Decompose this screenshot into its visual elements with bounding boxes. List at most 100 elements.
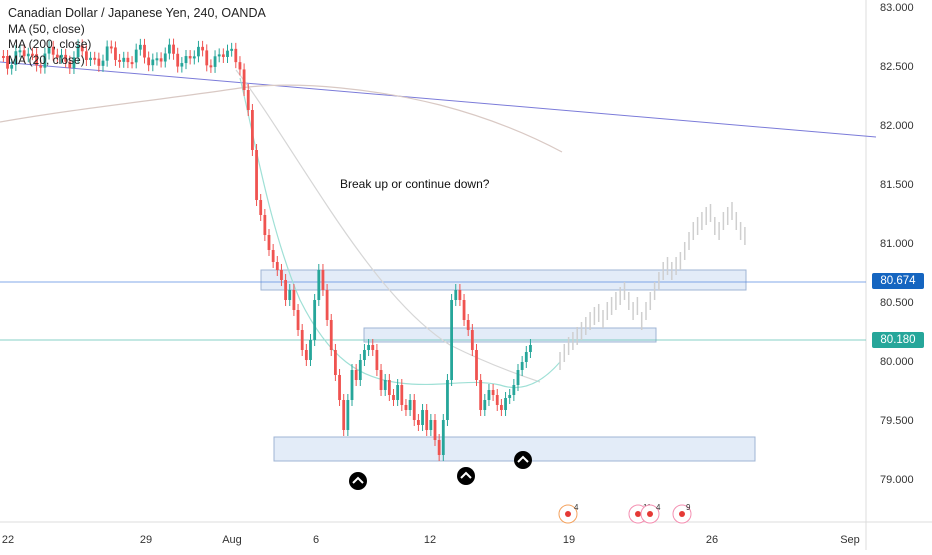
candle-body xyxy=(371,345,375,350)
ma-20-label[interactable]: MA (20, close) xyxy=(8,52,85,67)
trendline[interactable] xyxy=(0,61,877,138)
candle-body xyxy=(143,44,146,58)
candle-body xyxy=(508,395,512,398)
candle-body xyxy=(495,395,499,405)
candle-body xyxy=(259,200,263,215)
candle-body xyxy=(168,44,171,54)
candle-body xyxy=(217,54,221,57)
candle-body xyxy=(379,370,383,390)
candle-body xyxy=(267,235,271,250)
ma-200-label[interactable]: MA (200, close) xyxy=(8,37,92,51)
candle-body xyxy=(446,380,449,420)
candle-body xyxy=(450,300,453,380)
price-tick-label: 80.000 xyxy=(880,356,914,368)
candle-body xyxy=(292,290,296,310)
economic-event-icon xyxy=(679,511,685,517)
candle-body xyxy=(491,390,495,395)
candle-body xyxy=(417,420,420,425)
candle-body xyxy=(367,345,370,350)
ma-50-label[interactable]: MA (50, close) xyxy=(8,21,85,36)
candle-body xyxy=(296,310,300,330)
event-marker-3[interactable]: 4 xyxy=(640,503,661,524)
time-tick-label: 6 xyxy=(313,534,319,546)
candle-body xyxy=(230,48,234,51)
candle-body xyxy=(89,57,92,61)
candle-body xyxy=(275,262,279,270)
candle-body xyxy=(93,57,97,60)
economic-event-icon xyxy=(565,511,571,517)
candle-body xyxy=(441,420,445,455)
candle-body xyxy=(454,290,458,300)
candle-body xyxy=(383,380,387,390)
candle-body xyxy=(263,215,267,235)
candle-body xyxy=(325,290,329,320)
candle-body xyxy=(334,350,337,375)
candle-body xyxy=(529,345,532,352)
candle-body xyxy=(288,290,292,300)
event-marker-4[interactable]: 9 xyxy=(672,503,692,524)
candle-body xyxy=(31,53,34,56)
candle-body xyxy=(105,46,109,61)
candle-body xyxy=(39,65,43,68)
ma-50-line xyxy=(235,69,541,383)
candle-body xyxy=(483,400,487,410)
time-tick-label: Aug xyxy=(222,534,242,546)
chart-annotation[interactable]: Break up or continue down? xyxy=(340,177,490,191)
candle-body xyxy=(14,51,18,65)
event-count: 4 xyxy=(656,503,661,512)
candle-body xyxy=(396,385,400,400)
candle-body xyxy=(321,270,325,290)
swing-low-marker-2[interactable] xyxy=(457,467,475,485)
event-marker-1[interactable]: 4 xyxy=(558,503,579,524)
candle-body xyxy=(329,320,333,350)
candlesticks xyxy=(2,38,532,461)
candle-body xyxy=(342,400,346,430)
candle-body xyxy=(313,300,317,340)
candle-body xyxy=(85,51,88,61)
candle-body xyxy=(462,300,466,320)
swing-low-marker-3[interactable] xyxy=(514,451,532,469)
candle-body xyxy=(271,250,275,262)
symbol-title[interactable]: Canadian Dollar / Japanese Yen, 240, OAN… xyxy=(8,6,266,20)
time-tick-label: 12 xyxy=(424,534,436,546)
candle-body xyxy=(408,400,412,410)
candle-body xyxy=(284,280,287,300)
price-tag-80674: 80.674 xyxy=(872,273,924,289)
candle-body xyxy=(470,330,474,350)
price-tick-label: 82.500 xyxy=(880,61,914,73)
candle-body xyxy=(60,54,63,58)
time-tick-label: 19 xyxy=(563,534,575,546)
chevron-up-icon xyxy=(460,471,472,479)
candle-body xyxy=(126,57,130,63)
candle-body xyxy=(251,110,254,150)
candle-body xyxy=(134,49,138,63)
candle-body xyxy=(130,62,134,65)
candle-body xyxy=(180,63,184,67)
candle-body xyxy=(512,385,516,395)
swing-low-marker-1[interactable] xyxy=(349,472,367,490)
candle-body xyxy=(238,62,242,70)
event-count: 4 xyxy=(574,503,579,512)
candle-body xyxy=(2,56,5,58)
ma-200-line xyxy=(0,84,563,153)
support-zone xyxy=(273,436,756,462)
event-count: 9 xyxy=(686,503,691,512)
economic-event-icon xyxy=(635,511,641,517)
candle-body xyxy=(309,340,312,360)
candle-body xyxy=(363,350,366,360)
candle-body xyxy=(346,400,350,430)
candle-body xyxy=(466,320,470,330)
candle-body xyxy=(350,370,354,400)
candle-body xyxy=(97,58,101,66)
candle-body xyxy=(155,58,159,61)
mid-zone xyxy=(363,327,657,343)
candle-body xyxy=(188,56,192,59)
candle-body xyxy=(26,53,30,57)
candle-body xyxy=(516,370,520,385)
candle-body xyxy=(72,57,76,69)
candle-body xyxy=(504,398,507,410)
candle-body xyxy=(520,362,524,370)
projected-path xyxy=(559,202,746,370)
